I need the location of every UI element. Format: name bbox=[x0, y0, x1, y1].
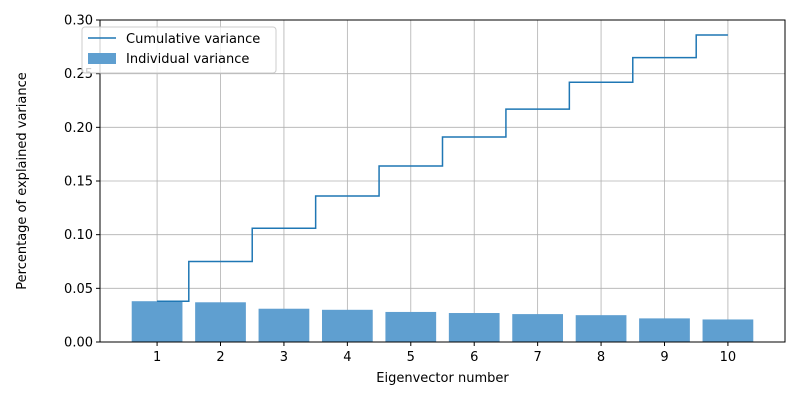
bar bbox=[195, 302, 246, 342]
y-tick-label: 0.00 bbox=[64, 336, 93, 351]
y-tick-label: 0.05 bbox=[64, 282, 93, 297]
bar bbox=[131, 301, 183, 342]
legend-label-individual: Individual variance bbox=[126, 52, 249, 67]
y-axis-ticks: 0.000.050.100.150.200.250.30 bbox=[64, 14, 100, 351]
x-axis-ticks: 1 2 3 4 5 6 7 8 9 10 bbox=[153, 342, 736, 365]
bar bbox=[385, 311, 437, 342]
bar bbox=[512, 314, 564, 342]
bar bbox=[448, 313, 500, 342]
x-tick-label: 8 bbox=[597, 350, 605, 365]
y-tick-label: 0.15 bbox=[64, 175, 93, 190]
y-axis-label: Percentage of explained variance bbox=[15, 72, 30, 289]
x-tick-label: 9 bbox=[660, 350, 668, 365]
x-tick-label: 10 bbox=[720, 350, 737, 365]
legend: Cumulative variance Individual variance bbox=[81, 26, 277, 74]
bar bbox=[702, 319, 754, 342]
x-tick-label: 1 bbox=[153, 350, 161, 365]
x-tick-label: 2 bbox=[216, 350, 224, 365]
x-tick-label: 3 bbox=[280, 350, 288, 365]
x-axis-label: Eigenvector number bbox=[376, 371, 509, 386]
y-tick-label: 0.30 bbox=[64, 14, 93, 29]
legend-box bbox=[81, 26, 277, 74]
bar bbox=[258, 308, 310, 342]
grid-lines bbox=[100, 19, 785, 343]
x-tick-label: 5 bbox=[407, 350, 415, 365]
legend-label-cumulative: Cumulative variance bbox=[126, 32, 260, 47]
bar bbox=[575, 315, 627, 342]
line-cumulative-variance bbox=[157, 34, 728, 302]
legend-swatch-individual bbox=[88, 53, 116, 64]
y-tick-label: 0.10 bbox=[64, 228, 93, 243]
bar bbox=[321, 309, 373, 342]
x-tick-label: 4 bbox=[343, 350, 351, 365]
x-tick-label: 7 bbox=[533, 350, 541, 365]
bars-individual-variance bbox=[131, 301, 754, 342]
x-tick-label: 6 bbox=[470, 350, 478, 365]
bar bbox=[639, 318, 690, 342]
y-tick-label: 0.20 bbox=[64, 121, 93, 136]
